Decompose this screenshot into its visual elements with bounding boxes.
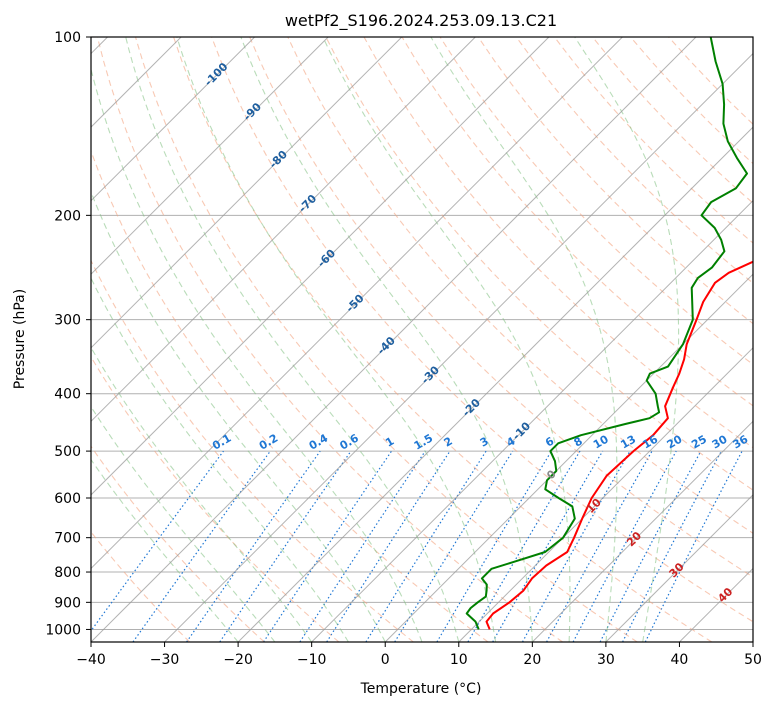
x-axis-title: Temperature (°C) xyxy=(360,681,482,697)
mixing-ratio-line xyxy=(546,450,653,642)
dry-adiabat-line xyxy=(211,37,753,623)
y-tick-label: 900 xyxy=(54,595,81,611)
x-tick-label: −40 xyxy=(76,652,106,668)
moist-adiabat-line xyxy=(91,66,423,642)
moist-adiabat-line xyxy=(574,37,680,642)
dry-adiabat-line xyxy=(325,37,753,491)
x-tick-label: 30 xyxy=(597,652,615,668)
chart-title: wetPf2_S196.2024.253.09.13.C21 xyxy=(285,11,557,31)
isotherm-line xyxy=(752,641,753,642)
y-tick-label: 100 xyxy=(54,30,81,46)
dry-adiabat-line xyxy=(91,259,414,642)
y-tick-label: 700 xyxy=(54,531,81,547)
isotherm-line xyxy=(91,37,697,642)
dry-adiabat-line xyxy=(515,37,753,284)
moist-adiabat-line xyxy=(176,37,497,642)
mixing-ratio-line xyxy=(299,450,426,642)
y-tick-label: 800 xyxy=(54,565,81,581)
mixing-ratio-line xyxy=(326,450,451,642)
plot-area xyxy=(91,37,753,642)
mixing-ratio-line xyxy=(91,450,224,632)
y-tick-label: 400 xyxy=(54,387,81,403)
isotherm-layer xyxy=(91,37,753,642)
y-tick-label: 1000 xyxy=(45,622,81,638)
dry-adiabat-line xyxy=(173,37,713,642)
isotherm-line xyxy=(237,126,753,642)
x-tick-label: −20 xyxy=(223,652,253,668)
moist-adiabat-line xyxy=(91,190,386,642)
series-layer xyxy=(465,37,753,630)
y-tick-label: 600 xyxy=(54,491,81,507)
isotherm-line xyxy=(91,37,403,349)
moist-adiabat-line xyxy=(240,37,533,642)
temperature-line xyxy=(485,260,753,630)
x-tick-label: 20 xyxy=(523,652,541,668)
dry-adiabat-layer xyxy=(91,37,753,642)
isotherm-line xyxy=(531,420,753,642)
y-axis-title: Pressure (hPa) xyxy=(12,289,28,389)
mixing-ratio-line xyxy=(132,450,271,642)
moist-adiabat-line xyxy=(91,277,349,642)
x-tick-label: 0 xyxy=(381,652,390,668)
moist-adiabat-line xyxy=(91,458,239,642)
y-tick-label: 300 xyxy=(54,313,81,329)
dry-adiabat-line xyxy=(287,37,753,534)
dry-adiabat-line xyxy=(91,355,340,642)
plot-frame xyxy=(90,36,754,643)
isotherm-line xyxy=(91,37,329,275)
isotherm-line xyxy=(91,37,623,570)
x-tick-label: −10 xyxy=(297,652,327,668)
mixing-ratio-line xyxy=(394,450,514,642)
dry-adiabat-line xyxy=(96,37,563,642)
moist-adiabat-line xyxy=(430,37,618,642)
mixing-ratio-line xyxy=(521,450,631,642)
isotherm-line xyxy=(91,37,256,202)
isotherm-line xyxy=(91,37,550,496)
moist-adiabat-line xyxy=(322,37,571,642)
mixing-ratio-line xyxy=(186,450,321,642)
isotherm-line xyxy=(164,52,753,642)
x-tick-label: 10 xyxy=(450,652,468,668)
y-tick-label: 200 xyxy=(54,208,81,224)
isotherm-line xyxy=(311,199,753,642)
mixing-ratio-line xyxy=(219,450,352,642)
mixing-ratio-line xyxy=(644,450,743,642)
mixing-ratio-line xyxy=(262,450,392,642)
moist-adiabat-line xyxy=(125,37,460,642)
dry-adiabat-line xyxy=(134,37,638,642)
mixing-ratio-line xyxy=(572,450,677,642)
x-tick-label: 40 xyxy=(671,652,689,668)
isotherm-line xyxy=(91,37,476,423)
x-tick-label: 50 xyxy=(744,652,762,668)
dry-adiabat-line xyxy=(91,445,265,642)
dewpoint-line xyxy=(465,37,748,630)
dry-adiabat-line xyxy=(249,37,753,578)
moist-adiabat-line xyxy=(91,405,276,642)
isotherm-line xyxy=(605,494,753,642)
mixing-ratio-layer xyxy=(91,450,743,642)
axis-layer: −40 −30 −20 −10 0 10 20 30 40 50 100 200 300 400 500 60… xyxy=(45,30,762,668)
x-tick-label: −30 xyxy=(150,652,180,668)
y-tick-label: 500 xyxy=(54,444,81,460)
